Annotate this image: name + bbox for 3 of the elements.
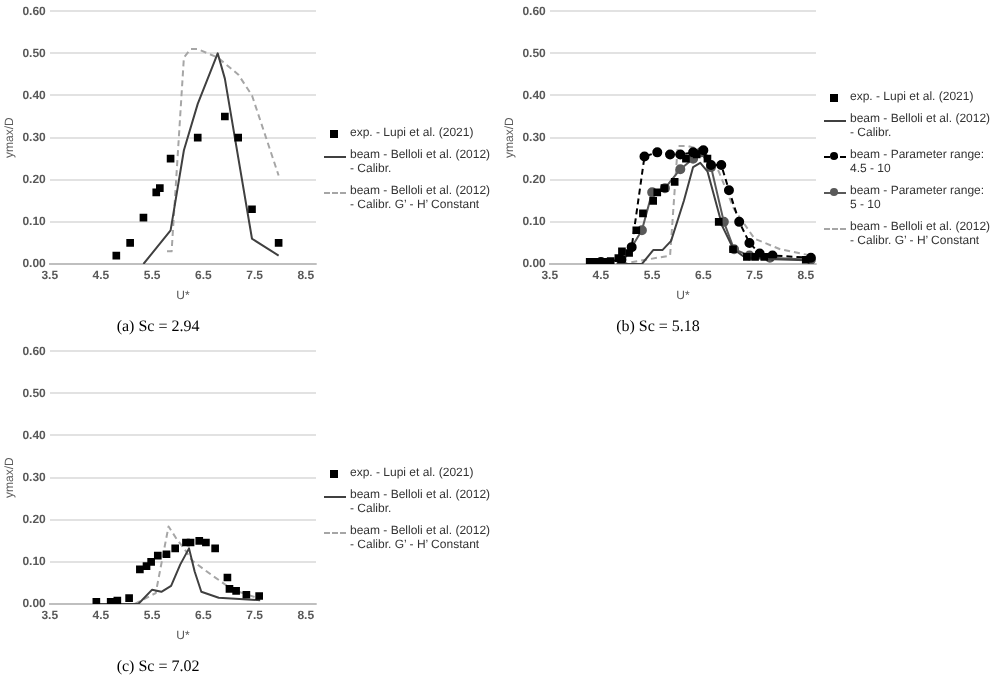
text: (a) Sc = 2.94	[116, 316, 200, 335]
text: (c) Sc = 7.02	[116, 656, 200, 675]
text: (b) Sc = 5.18	[616, 316, 700, 335]
